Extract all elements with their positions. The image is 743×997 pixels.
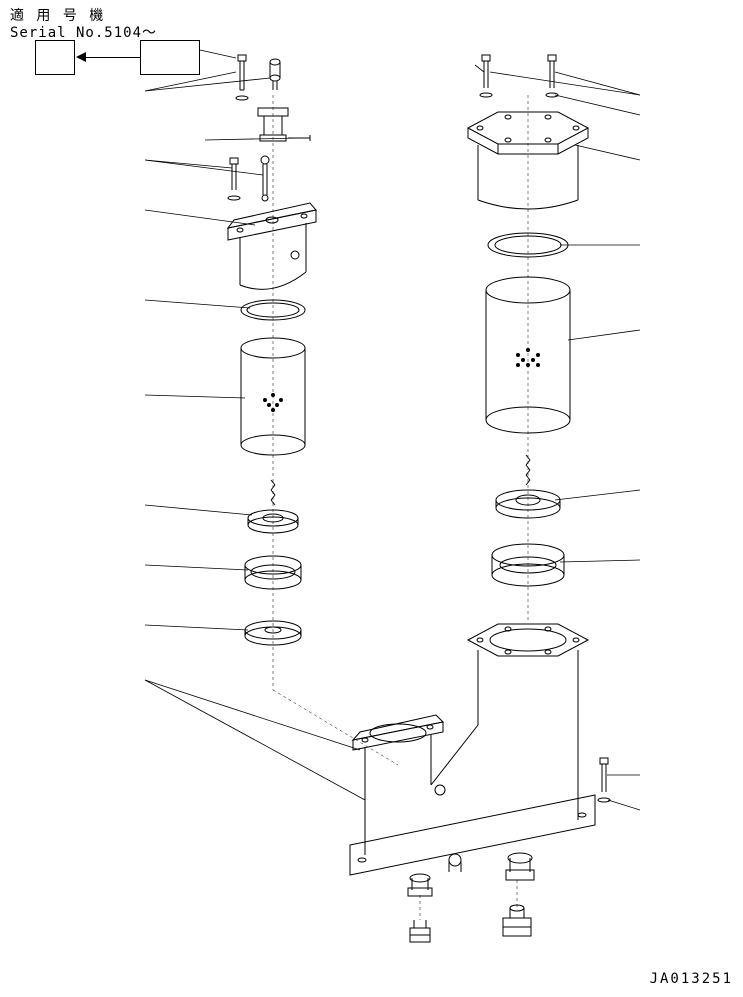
cover-left xyxy=(228,203,316,289)
bolt-top-right-1 xyxy=(480,55,492,97)
filter-housing xyxy=(350,624,595,896)
diagram-svg xyxy=(0,0,743,997)
plug-bottom-left xyxy=(410,920,430,942)
bolt-2-left xyxy=(228,158,240,200)
ring-seal-left xyxy=(245,556,301,589)
mounting-bolt xyxy=(598,758,610,802)
level-gauge xyxy=(261,156,269,201)
breather-cap xyxy=(258,108,310,141)
plug-bottom-right xyxy=(503,905,531,936)
bolt-top-right-2 xyxy=(546,55,558,97)
bolt-top-left xyxy=(236,55,248,100)
plug-top xyxy=(270,59,280,90)
